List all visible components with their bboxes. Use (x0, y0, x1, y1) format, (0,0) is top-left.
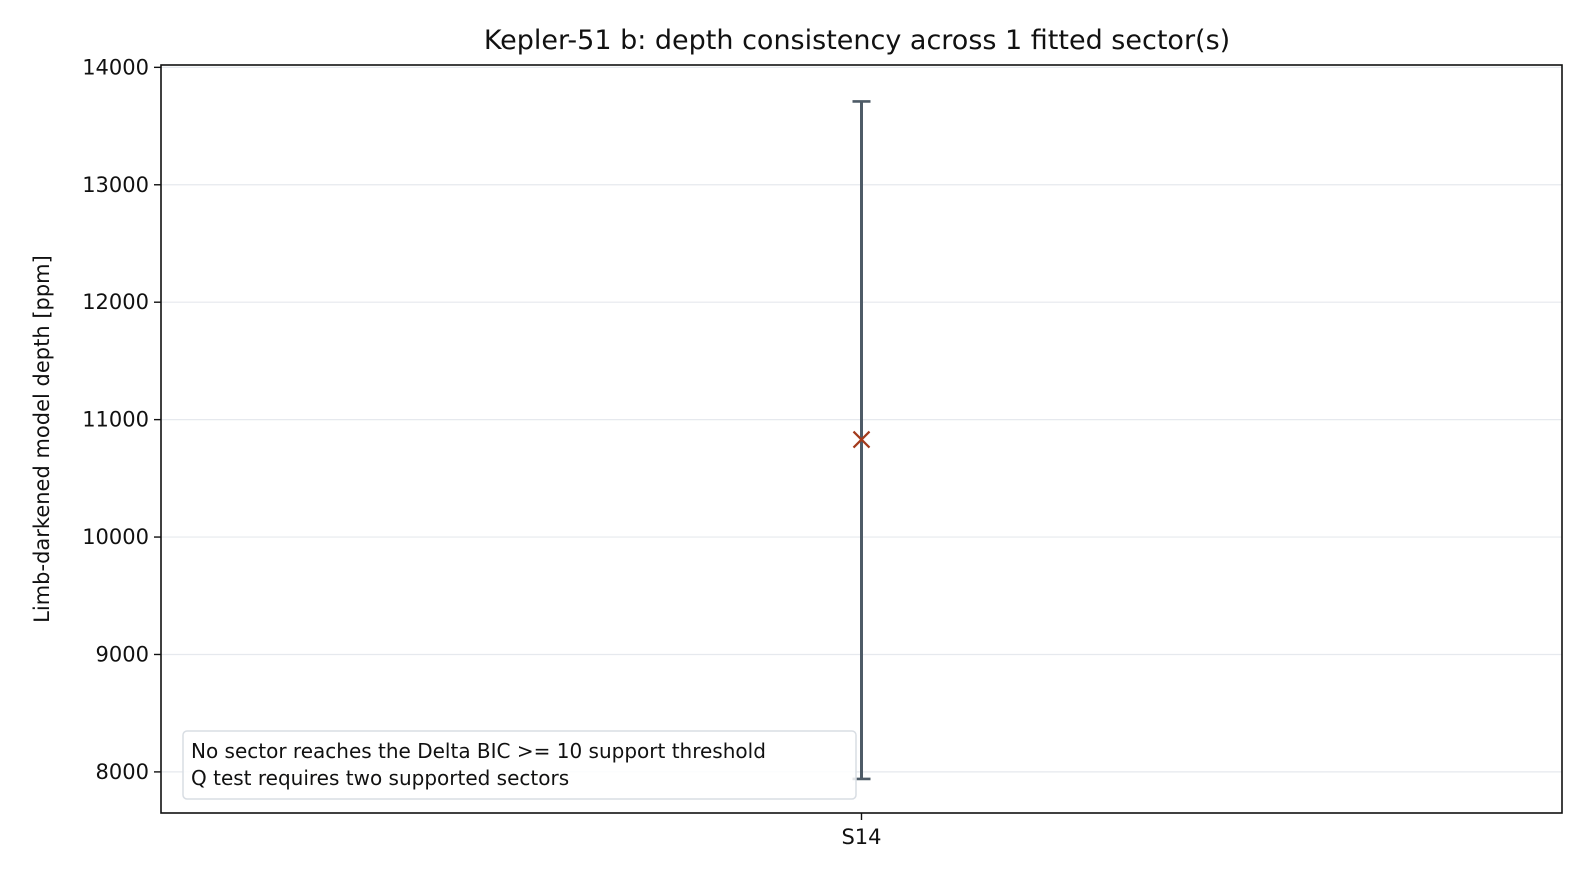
y-tick-label: 11000 (82, 408, 149, 432)
y-tick-label: 13000 (82, 173, 149, 197)
y-axis: 8000 9000 10000 11000 12000 13000 14000 (82, 55, 161, 784)
x-axis: S14 (841, 813, 882, 849)
y-tick-label: 8000 (96, 760, 149, 784)
chart-title: Kepler-51 b: depth consistency across 1 … (484, 25, 1230, 56)
y-tick-label: 12000 (82, 290, 149, 314)
data-layer (852, 100, 871, 781)
y-axis-title: Limb-darkened model depth [ppm] (30, 255, 54, 623)
y-tick-label: 14000 (82, 55, 149, 79)
data-point-marker (852, 430, 871, 449)
annotation-line-1: No sector reaches the Delta BIC >= 10 su… (191, 739, 766, 763)
y-tick-label: 10000 (82, 525, 149, 549)
marker-stroke (852, 430, 871, 449)
y-tick-label: 9000 (96, 642, 149, 666)
annotation-frame (182, 730, 857, 800)
annotation-box: No sector reaches the Delta BIC >= 10 su… (182, 730, 857, 800)
annotation-line-2: Q test requires two supported sectors (191, 766, 569, 790)
x-tick-label: S14 (841, 825, 881, 849)
